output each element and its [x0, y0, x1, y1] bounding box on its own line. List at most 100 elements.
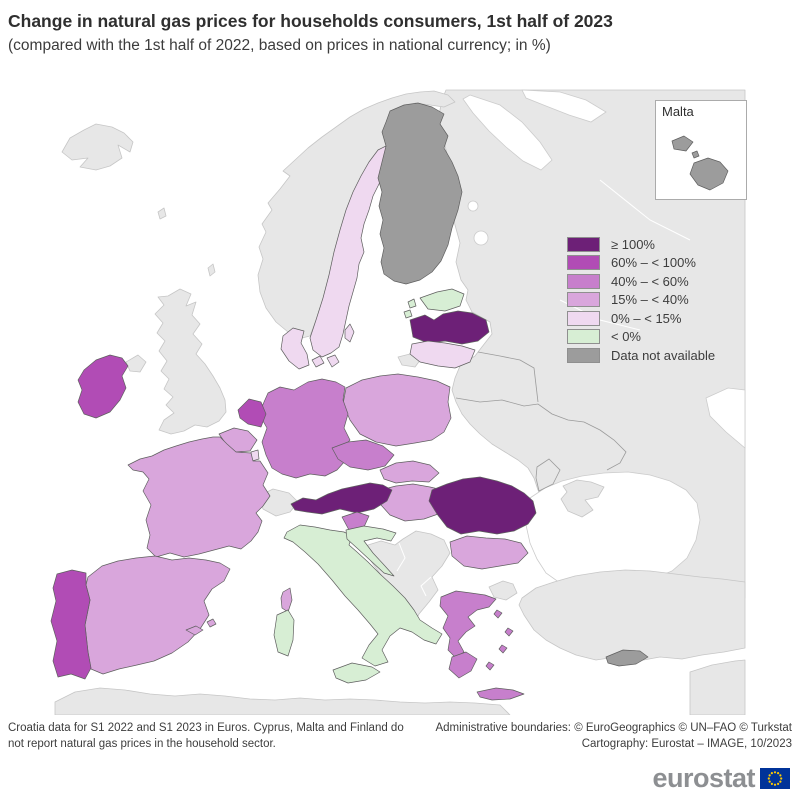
turkey-shape — [518, 569, 746, 662]
legend-swatch-c60_100 — [567, 255, 600, 271]
corsica-shape — [280, 587, 293, 613]
romania-shape — [428, 476, 537, 535]
finland-shape — [377, 102, 463, 285]
gotland-shape — [344, 323, 355, 343]
malta-island-shape — [689, 157, 729, 191]
menorca-shape — [206, 618, 217, 628]
eu-flag-star — [779, 774, 782, 777]
peloponnese-shape — [448, 651, 478, 679]
legend-label: ≥ 100% — [611, 236, 655, 252]
eu-flag-star — [768, 780, 771, 783]
eu-flag-icon — [760, 768, 790, 789]
eurostat-logo-text: eurostat — [652, 763, 755, 793]
legend-swatch-nodata — [567, 347, 600, 363]
footnote-right-line1: Administrative boundaries: © EuroGeograp… — [435, 722, 792, 734]
france-shape — [127, 436, 271, 558]
legend-item: < 0% — [567, 329, 715, 346]
balkan-admin-line-1 — [396, 542, 406, 572]
cyprus-shape — [605, 649, 649, 667]
greece-shape — [439, 590, 497, 659]
legend-item: 0% – < 15% — [567, 310, 715, 327]
eu-flag-star — [777, 782, 780, 785]
malta-inset: Malta — [655, 100, 747, 200]
lake-onega — [467, 200, 479, 212]
legend-item: ≥ 100% — [567, 236, 715, 253]
ukraine-border-line — [455, 397, 627, 471]
page-title: Change in natural gas prices for househo… — [8, 11, 613, 31]
gozo-shape — [671, 135, 694, 152]
austria-shape — [290, 482, 393, 515]
footnote-left-line1: Croatia data for S1 2022 and S1 2023 in … — [8, 722, 404, 734]
croatia-shape — [345, 525, 397, 577]
sweden-shape — [309, 143, 396, 358]
italy-shape — [283, 524, 443, 667]
footnote-right-line2: Cartography: Eurostat – IMAGE, 10/2023 — [581, 737, 792, 750]
bulgaria-shape — [449, 535, 529, 570]
lake-ladoga — [473, 230, 489, 246]
eu-flag-star — [770, 782, 773, 785]
saaremaa-shape — [407, 298, 417, 309]
united-kingdom-shape — [154, 288, 227, 435]
balkan-admin-line-2 — [420, 576, 432, 597]
denmark-funen-shape — [311, 355, 325, 368]
non-eu-layer — [54, 89, 746, 715]
eu-flag-star — [779, 780, 782, 783]
lithuania-shape — [409, 340, 476, 369]
belarus-border-line — [477, 351, 539, 403]
europe-map — [0, 87, 800, 715]
portugal-shape — [50, 569, 92, 680]
legend-item: 40% – < 60% — [567, 273, 715, 290]
eu-flag-star — [773, 783, 777, 786]
white-sea-shape — [462, 94, 553, 171]
europe-map-svg — [50, 89, 746, 715]
poland-shape — [342, 373, 452, 447]
eu-flag-star — [777, 772, 780, 775]
aegean-island-3 — [498, 644, 508, 654]
sardinia-shape — [273, 609, 295, 657]
faroe-islands-shape — [157, 207, 167, 220]
sicily-shape — [332, 662, 381, 684]
aegean-island-2 — [504, 627, 514, 637]
crete-shape — [476, 687, 525, 701]
russia-admin-line-2 — [599, 179, 691, 241]
denmark-zealand-shape — [326, 354, 340, 368]
eu-flag-star — [780, 777, 783, 780]
aegean-island-4 — [485, 661, 495, 671]
page-subtitle: (compared with the 1st half of 2022, bas… — [8, 36, 551, 54]
latvia-shape — [409, 310, 490, 345]
footnote-right: Administrative boundaries: © EuroGeograp… — [372, 721, 792, 752]
barents-coast-shape — [521, 89, 607, 123]
spain-shape — [84, 555, 231, 675]
slovenia-shape — [341, 511, 370, 531]
legend: ≥ 100% 60% – < 100% 40% – < 60% 15% – < 40%… — [567, 236, 715, 364]
legend-label: Data not available — [611, 347, 716, 363]
germany-shape — [258, 378, 351, 479]
eu-flag-star — [768, 774, 771, 777]
legend-swatch-c0_15 — [567, 310, 600, 326]
moldova-border-line — [535, 458, 561, 492]
turkey-thrace-shape — [488, 580, 518, 601]
comino-shape — [691, 150, 700, 159]
northern-ireland-shape — [125, 354, 147, 373]
mallorca-shape — [185, 625, 204, 636]
legend-swatch-c40_60 — [567, 273, 600, 289]
eu-flag-field — [760, 768, 790, 789]
crimea-shape — [560, 479, 605, 518]
aegean-island-1 — [493, 609, 503, 619]
middle-east-shape — [689, 659, 746, 715]
hiiumaa-shape — [403, 309, 413, 319]
header: Change in natural gas prices for househo… — [8, 10, 792, 55]
estonia-shape — [419, 288, 465, 312]
eurostat-logo: eurostat — [652, 765, 790, 792]
legend-label: 0% – < 15% — [611, 310, 682, 326]
czechia-shape — [331, 439, 395, 471]
shetland-shape — [207, 263, 216, 277]
malta-inset-svg — [671, 135, 729, 191]
legend-label: 40% – < 60% — [611, 273, 689, 289]
footnote-left: Croatia data for S1 2022 and S1 2023 in … — [8, 721, 428, 752]
eu-flag-star — [770, 772, 773, 775]
slovakia-shape — [379, 460, 440, 484]
netherlands-shape — [237, 398, 267, 428]
legend-swatch-lt0 — [567, 329, 600, 345]
